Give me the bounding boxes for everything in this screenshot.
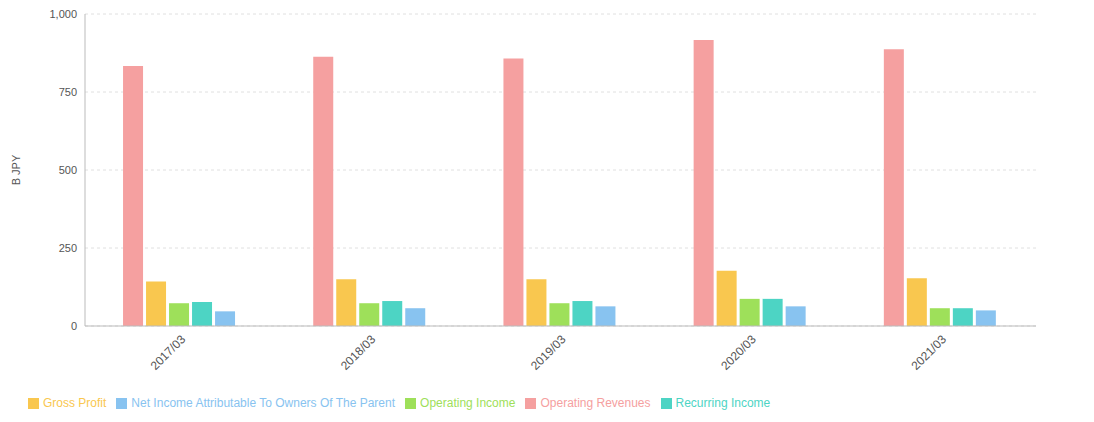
svg-text:250: 250	[59, 242, 77, 254]
svg-text:1,000: 1,000	[49, 8, 77, 20]
svg-text:B JPY: B JPY	[10, 154, 22, 185]
html-text:Net Income Attributable To Own: Net Income Attributable To Owners Of The…	[131, 396, 396, 410]
svg-text:2020/03: 2020/03	[718, 332, 759, 373]
svg-text:500: 500	[59, 164, 77, 176]
svg-text:2021/03: 2021/03	[908, 332, 949, 373]
html-text:Gross Profit: Gross Profit	[43, 396, 107, 410]
svg-text:2017/03: 2017/03	[148, 332, 189, 373]
html-text:Operating Income: Operating Income	[420, 396, 516, 410]
html-text:Operating Revenues: Operating Revenues	[540, 396, 651, 410]
svg-text:2019/03: 2019/03	[528, 332, 569, 373]
svg-text:2018/03: 2018/03	[338, 332, 379, 373]
html-text:Recurring Income: Recurring Income	[675, 396, 771, 410]
svg-text:0: 0	[71, 320, 77, 332]
svg-text:750: 750	[59, 86, 77, 98]
